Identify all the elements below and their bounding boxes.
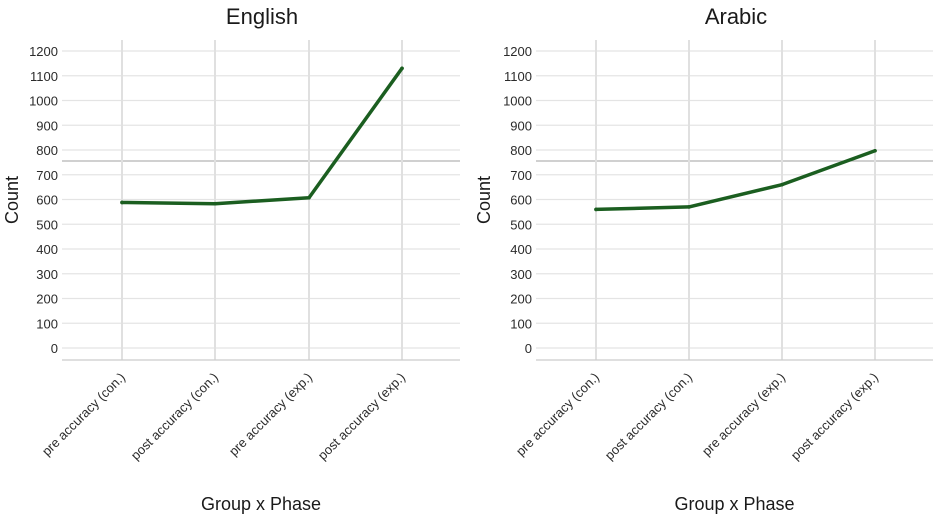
- x-axis-title: Group x Phase: [674, 494, 794, 514]
- series-line: [594, 148, 877, 212]
- data-point: [780, 182, 784, 187]
- y-tick-label: 500: [36, 217, 58, 232]
- x-axis-title: Group x Phase: [201, 494, 321, 514]
- y-tick-label: 1000: [503, 94, 532, 109]
- y-tick-label: 200: [510, 292, 532, 307]
- data-point: [307, 195, 311, 200]
- y-tick-label: 100: [510, 316, 532, 331]
- x-tick-label: post accuracy (con.): [128, 370, 221, 463]
- y-tick-label: 600: [36, 193, 58, 208]
- y-tick-label: 300: [510, 267, 532, 282]
- chart-panel-1: Arabic 0 100 200 300 400 500 600 700 800 900 1000 11…: [474, 4, 933, 514]
- y-tick-label: 600: [510, 193, 532, 208]
- x-tick-label: post accuracy (exp.): [788, 370, 881, 463]
- y-tick-label: 900: [510, 118, 532, 133]
- y-tick-label: 1000: [29, 94, 58, 109]
- y-tick-label: 700: [510, 168, 532, 183]
- y-tick-label: 200: [36, 292, 58, 307]
- y-tick-label: 0: [51, 341, 58, 356]
- chart-title: Arabic: [705, 4, 767, 29]
- y-tick-label: 1100: [30, 69, 58, 84]
- y-tick-label: 300: [36, 267, 58, 282]
- y-tick-label: 1200: [503, 44, 532, 59]
- y-axis-title: Count: [474, 176, 494, 224]
- y-tick-label: 800: [36, 143, 58, 158]
- y-tick-label: 500: [510, 217, 532, 232]
- x-tick-label: pre accuracy (con.): [513, 370, 602, 459]
- y-tick-label: 900: [36, 118, 58, 133]
- data-point: [400, 66, 404, 71]
- data-point: [594, 207, 598, 212]
- x-tick-label: pre accuracy (exp.): [226, 370, 315, 459]
- y-tick-label: 1200: [29, 44, 58, 59]
- data-point: [873, 148, 877, 153]
- data-point: [120, 200, 124, 205]
- x-tick-label: post accuracy (exp.): [315, 370, 408, 463]
- y-axis-title: Count: [2, 176, 22, 224]
- data-point: [687, 205, 691, 209]
- y-tick-label: 1100: [504, 69, 532, 84]
- y-tick-label: 400: [510, 242, 532, 257]
- data-point: [213, 201, 217, 206]
- y-tick-label: 400: [36, 242, 58, 257]
- x-tick-label: post accuracy (con.): [602, 370, 695, 463]
- y-tick-label: 800: [510, 143, 532, 158]
- chart-title: English: [226, 4, 298, 29]
- y-tick-label: 0: [525, 341, 532, 356]
- x-tick-label: pre accuracy (exp.): [699, 370, 788, 459]
- y-tick-label: 700: [36, 168, 58, 183]
- x-tick-label: pre accuracy (con.): [39, 370, 128, 459]
- series-line: [120, 66, 404, 206]
- y-tick-label: 100: [36, 316, 58, 331]
- chart-panel-0: English 0 100 200 300 400 500 600 700 800 900 1000 1…: [2, 4, 460, 514]
